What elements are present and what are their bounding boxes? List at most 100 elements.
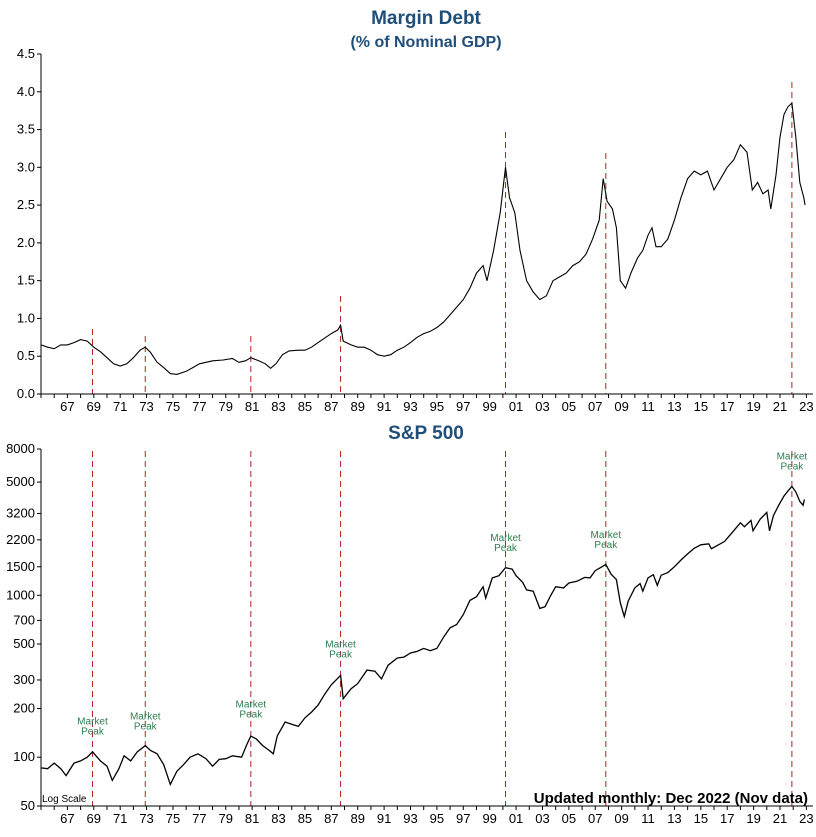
market-peak-label: Peak <box>594 540 618 551</box>
margin-debt-x-tick-label: 83 <box>271 399 285 414</box>
margin-debt-x-tick-label: 99 <box>482 399 496 414</box>
market-peak-label: Peak <box>780 462 804 473</box>
sp500-x-tick-label: 69 <box>87 811 101 826</box>
margin-debt-x-tick-label: 89 <box>350 399 364 414</box>
margin-debt-x-tick-label: 95 <box>430 399 444 414</box>
sp500-x-tick-label: 13 <box>667 811 681 826</box>
sp500-x-tick-label: 71 <box>113 811 127 826</box>
sp500-x-tick-label: 67 <box>60 811 74 826</box>
margin-debt-x-tick-label: 07 <box>588 399 602 414</box>
sp500-peak-lines <box>91 451 793 806</box>
market-peak-label: Peak <box>329 649 353 660</box>
margin-debt-x-tick-label: 75 <box>166 399 180 414</box>
sp500-x-tick-label: 75 <box>166 811 180 826</box>
margin-debt-x-tick-label: 03 <box>535 399 549 414</box>
margin-debt-x-tick-label: 77 <box>192 399 206 414</box>
sp500-y-tick-label: 500 <box>13 636 35 651</box>
sp500-x-tick-label: 21 <box>773 811 787 826</box>
margin-debt-y-tick-label: 1.5 <box>17 273 35 288</box>
sp500-x-tick-label: 19 <box>746 811 760 826</box>
sp500-y-tick-label: 3200 <box>6 505 35 520</box>
sp500-x-tick-label: 79 <box>219 811 233 826</box>
sp500-panel: S&P 500 50 100 200 300 500 700 1000 1500 2200 320… <box>6 423 814 826</box>
sp500-axes: 50 100 200 300 500 700 1000 1500 2200 3200 5000 800… <box>6 441 814 826</box>
market-peak-label: Peak <box>239 710 263 721</box>
sp500-y-tick-label: 8000 <box>6 441 35 456</box>
margin-debt-x-tick-label: 21 <box>773 399 787 414</box>
sp500-x-tick-label: 95 <box>430 811 444 826</box>
sp500-x-tick-label: 05 <box>562 811 576 826</box>
margin-debt-x-tick-label: 93 <box>403 399 417 414</box>
sp500-y-tick-label: 700 <box>13 612 35 627</box>
margin-debt-panel: Margin Debt (% of Nominal GDP) 0.0 0.5 1.0… <box>17 8 814 414</box>
margin-debt-y-tick-label: 0.5 <box>17 348 35 363</box>
margin-debt-x-tick-label: 15 <box>694 399 708 414</box>
margin-debt-x-tick-label: 05 <box>562 399 576 414</box>
sp500-y-tick-label: 100 <box>13 749 35 764</box>
sp500-x-tick-label: 17 <box>720 811 734 826</box>
market-peak-label: Market <box>591 530 622 541</box>
sp500-y-tick-label: 1500 <box>6 559 35 574</box>
update-note: Updated monthly: Dec 2022 (Nov data) <box>534 790 808 807</box>
sp500-x-tick-label: 23 <box>799 811 813 826</box>
margin-debt-series-line <box>40 101 806 375</box>
margin-debt-x-tick-label: 69 <box>87 399 101 414</box>
sp500-x-tick-label: 89 <box>350 811 364 826</box>
margin-debt-x-tick-label: 71 <box>113 399 127 414</box>
sp500-y-tick-label: 200 <box>13 700 35 715</box>
margin-debt-x-tick-label: 19 <box>746 399 760 414</box>
sp500-x-tick-label: 01 <box>509 811 523 826</box>
margin-debt-x-tick-label: 91 <box>377 399 391 414</box>
sp500-x-tick-label: 97 <box>456 811 470 826</box>
sp500-y-tick-label: 1000 <box>6 587 35 602</box>
margin-debt-x-tick-label: 79 <box>219 399 233 414</box>
market-peak-label: Market <box>77 717 108 728</box>
margin-debt-x-tick-label: 11 <box>641 399 655 414</box>
sp500-y-tick-label: 2200 <box>6 532 35 547</box>
margin-debt-x-tick-label: 09 <box>614 399 628 414</box>
margin-debt-subtitle: (% of Nominal GDP) <box>350 34 501 51</box>
margin-debt-x-tick-label: 01 <box>509 399 523 414</box>
market-peak-label: Market <box>236 700 267 711</box>
sp500-x-tick-label: 93 <box>403 811 417 826</box>
sp500-x-tick-label: 91 <box>377 811 391 826</box>
market-peak-label: Market <box>490 533 521 544</box>
sp500-x-tick-label: 85 <box>298 811 312 826</box>
margin-debt-x-tick-label: 87 <box>324 399 338 414</box>
margin-debt-title: Margin Debt <box>371 8 481 29</box>
sp500-x-tick-label: 15 <box>694 811 708 826</box>
margin-debt-axes: 0.0 0.5 1.0 1.5 2.0 2.5 3.0 3.5 4.0 4.5 67 69 71 73 75… <box>17 46 814 414</box>
margin-debt-x-tick-label: 97 <box>456 399 470 414</box>
sp500-x-tick-label: 73 <box>139 811 153 826</box>
margin-debt-x-tick-label: 85 <box>298 399 312 414</box>
sp500-x-tick-label: 87 <box>324 811 338 826</box>
market-peak-label: Peak <box>81 727 105 738</box>
margin-debt-y-tick-label: 2.5 <box>17 197 35 212</box>
margin-debt-y-tick-label: 0.0 <box>17 386 35 401</box>
margin-debt-y-tick-label: 4.5 <box>17 46 35 61</box>
sp500-x-tick-label: 11 <box>641 811 655 826</box>
sp500-x-tick-label: 77 <box>192 811 206 826</box>
margin-debt-y-tick-label: 1.0 <box>17 310 35 325</box>
sp500-x-tick-label: 99 <box>482 811 496 826</box>
margin-debt-x-tick-label: 73 <box>139 399 153 414</box>
log-scale-label: Log Scale <box>42 794 87 805</box>
margin-debt-y-tick-label: 4.0 <box>17 84 35 99</box>
sp500-x-tick-label: 81 <box>245 811 259 826</box>
sp500-title: S&P 500 <box>388 423 464 444</box>
sp500-x-tick-label: 03 <box>535 811 549 826</box>
sp500-series-line <box>40 485 806 787</box>
sp500-y-tick-label: 5000 <box>6 474 35 489</box>
margin-debt-y-tick-label: 3.5 <box>17 122 35 137</box>
margin-debt-x-tick-label: 23 <box>799 399 813 414</box>
market-peak-label: Market <box>777 452 808 463</box>
margin-debt-x-tick-label: 81 <box>245 399 259 414</box>
margin-debt-peak-lines <box>91 82 793 394</box>
margin-debt-x-tick-label: 13 <box>667 399 681 414</box>
margin-debt-y-tick-label: 2.0 <box>17 235 35 250</box>
margin-debt-y-tick-label: 3.0 <box>17 159 35 174</box>
margin-debt-x-tick-label: 67 <box>60 399 74 414</box>
sp500-x-tick-label: 83 <box>271 811 285 826</box>
market-peak-label: Peak <box>494 543 518 554</box>
